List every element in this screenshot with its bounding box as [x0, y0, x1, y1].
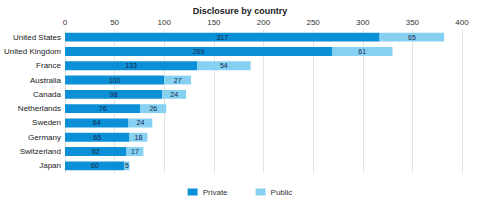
svg-text:27: 27 — [174, 77, 182, 84]
svg-text:250: 250 — [306, 18, 320, 27]
svg-text:Sweden: Sweden — [32, 118, 61, 127]
svg-text:United Kingdom: United Kingdom — [4, 47, 61, 56]
svg-text:350: 350 — [406, 18, 420, 27]
svg-text:300: 300 — [356, 18, 370, 27]
svg-text:76: 76 — [99, 105, 107, 112]
svg-text:Canada: Canada — [33, 90, 62, 99]
svg-text:Japan: Japan — [39, 161, 61, 170]
svg-text:98: 98 — [110, 91, 118, 98]
svg-text:100: 100 — [109, 77, 121, 84]
svg-text:Netherlands: Netherlands — [18, 104, 61, 113]
svg-text:64: 64 — [93, 119, 101, 126]
svg-text:200: 200 — [257, 18, 271, 27]
svg-text:17: 17 — [131, 148, 139, 155]
svg-text:150: 150 — [207, 18, 221, 27]
svg-text:133: 133 — [125, 62, 137, 69]
svg-text:400: 400 — [455, 18, 469, 27]
svg-text:54: 54 — [220, 62, 228, 69]
svg-text:Private: Private — [203, 188, 228, 197]
svg-text:65: 65 — [408, 34, 416, 41]
svg-text:Switzerland: Switzerland — [20, 147, 61, 156]
svg-text:61: 61 — [358, 48, 366, 55]
svg-text:Australia: Australia — [30, 76, 62, 85]
svg-text:24: 24 — [137, 119, 145, 126]
svg-text:France: France — [36, 61, 61, 70]
svg-text:5: 5 — [125, 162, 129, 169]
svg-text:Disclosure by country: Disclosure by country — [193, 6, 288, 16]
svg-text:Public: Public — [271, 188, 293, 197]
svg-text:18: 18 — [135, 134, 143, 141]
svg-text:50: 50 — [110, 18, 119, 27]
svg-text:24: 24 — [170, 91, 178, 98]
svg-text:0: 0 — [63, 18, 68, 27]
svg-text:317: 317 — [216, 34, 228, 41]
svg-text:United States: United States — [13, 33, 61, 42]
svg-text:60: 60 — [91, 162, 99, 169]
svg-text:26: 26 — [149, 105, 157, 112]
svg-text:62: 62 — [92, 148, 100, 155]
svg-text:100: 100 — [158, 18, 172, 27]
svg-text:65: 65 — [93, 134, 101, 141]
svg-text:Germany: Germany — [28, 133, 61, 142]
svg-text:269: 269 — [193, 48, 205, 55]
